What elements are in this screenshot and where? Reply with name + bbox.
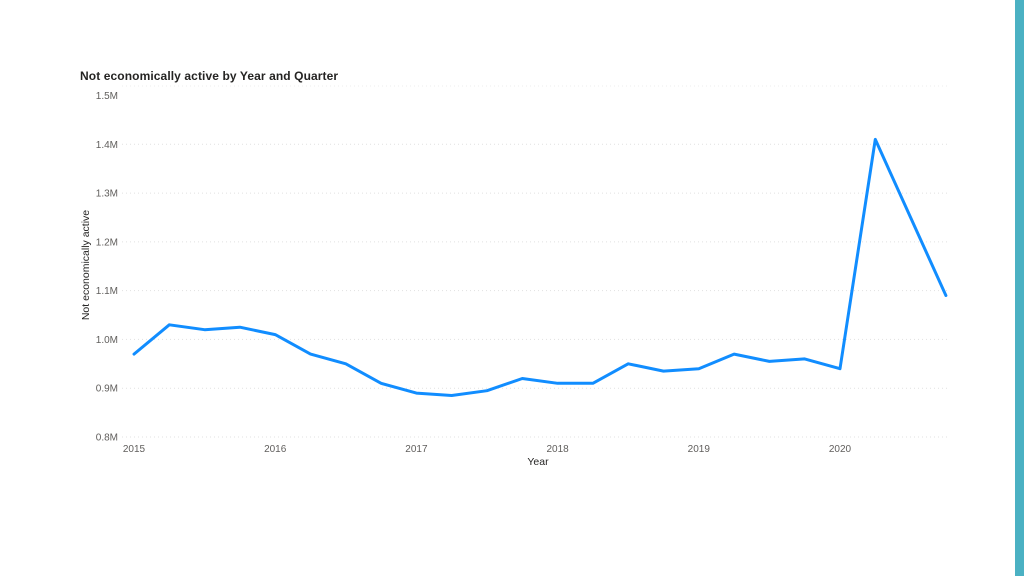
accent-bar [1015, 0, 1024, 576]
y-axis-tick-label: 0.9M [96, 384, 118, 395]
y-axis-tick-label: 0.8M [96, 433, 118, 444]
x-axis-tick-label: 2017 [405, 444, 428, 455]
y-axis-tick-label: 1.1M [96, 286, 118, 297]
chart-title: Not economically active by Year and Quar… [80, 69, 339, 83]
x-axis-tick-label: 2020 [829, 444, 852, 455]
x-axis-tick-label: 2018 [546, 444, 569, 455]
y-axis-tick-label: 1.3M [96, 189, 118, 200]
data-line[interactable] [132, 137, 948, 397]
x-axis-tick-label: 2019 [688, 444, 711, 455]
y-axis-tick-label: 1.4M [96, 140, 118, 151]
x-axis-tick-label: 2015 [123, 444, 146, 455]
x-axis-title: Year [527, 456, 549, 468]
y-axis-tick-label: 1.0M [96, 335, 118, 346]
y-axis-tick-label: 1.2M [96, 237, 118, 248]
y-axis-tick-label: 1.5M [96, 91, 118, 102]
y-axis-title: Not economically active [80, 210, 92, 320]
x-axis-tick-label: 2016 [264, 444, 287, 455]
